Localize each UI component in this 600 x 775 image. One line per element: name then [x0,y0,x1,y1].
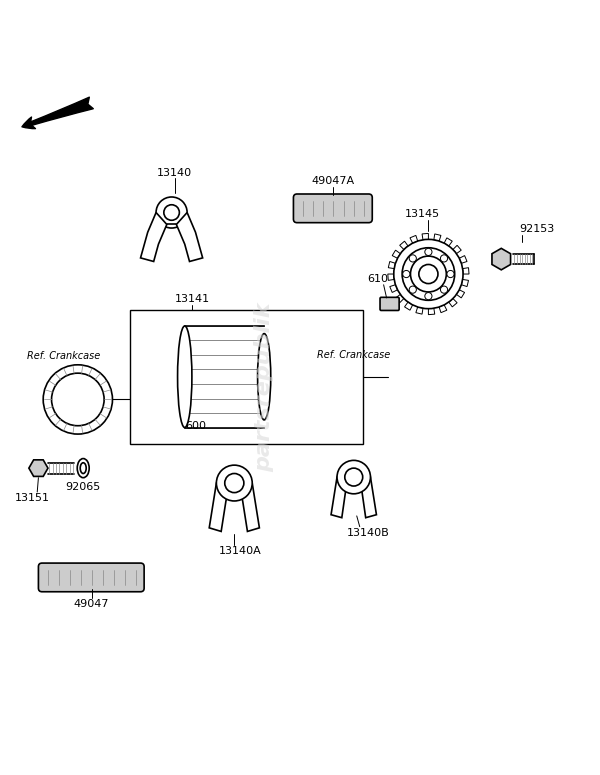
Circle shape [402,248,455,300]
Text: 13140B: 13140B [347,528,390,538]
Polygon shape [390,284,398,292]
Polygon shape [492,248,511,270]
Circle shape [164,205,179,220]
Circle shape [425,292,432,300]
Text: 600: 600 [185,422,206,432]
Polygon shape [453,246,461,253]
Circle shape [440,255,448,262]
Circle shape [52,374,104,425]
Text: 13145: 13145 [405,209,440,219]
Polygon shape [463,267,469,274]
Circle shape [409,255,416,262]
Text: 49047A: 49047A [311,176,355,186]
Polygon shape [209,483,231,532]
Text: 92153: 92153 [520,224,555,234]
Circle shape [440,286,448,293]
Text: 13141: 13141 [175,294,210,304]
Polygon shape [358,477,376,518]
Text: 13151: 13151 [15,493,50,503]
Polygon shape [388,261,395,269]
Circle shape [409,286,416,293]
Polygon shape [388,274,394,281]
Polygon shape [449,298,457,307]
Polygon shape [461,280,469,287]
Polygon shape [428,308,435,315]
Text: 13140A: 13140A [219,546,262,556]
Text: 92065: 92065 [65,482,101,492]
Polygon shape [29,460,48,477]
FancyBboxPatch shape [130,310,363,444]
Circle shape [403,270,410,277]
FancyBboxPatch shape [380,298,399,311]
Text: 610: 610 [367,274,388,284]
Polygon shape [238,483,259,532]
Polygon shape [410,236,418,243]
FancyBboxPatch shape [38,563,144,592]
Text: Ref. Crankcase: Ref. Crankcase [28,351,101,361]
Circle shape [410,256,446,292]
Circle shape [345,468,363,486]
Circle shape [179,370,191,383]
Polygon shape [416,307,423,314]
Polygon shape [176,212,203,261]
Circle shape [419,264,438,284]
Text: Ref. Crankcase: Ref. Crankcase [317,350,391,360]
Polygon shape [404,302,413,310]
Polygon shape [331,477,350,518]
Polygon shape [439,305,447,312]
Circle shape [217,465,252,501]
Circle shape [447,270,454,277]
Polygon shape [140,212,167,261]
Text: 49047: 49047 [74,599,109,608]
Circle shape [225,474,244,493]
Circle shape [337,460,370,494]
Text: partsrepublik: partsrepublik [254,303,274,472]
Circle shape [156,197,187,228]
Circle shape [182,374,187,379]
Circle shape [425,248,432,256]
Ellipse shape [80,463,86,474]
Circle shape [43,365,112,434]
Polygon shape [457,290,464,298]
Polygon shape [392,250,400,258]
Text: 13140: 13140 [157,167,192,177]
Polygon shape [444,238,452,246]
Polygon shape [434,234,441,241]
Polygon shape [422,233,428,239]
Polygon shape [459,256,467,264]
Polygon shape [395,294,404,303]
Ellipse shape [77,459,89,477]
Polygon shape [400,241,408,250]
Circle shape [394,239,463,308]
FancyBboxPatch shape [293,194,372,222]
Ellipse shape [257,333,271,420]
Ellipse shape [178,326,192,428]
